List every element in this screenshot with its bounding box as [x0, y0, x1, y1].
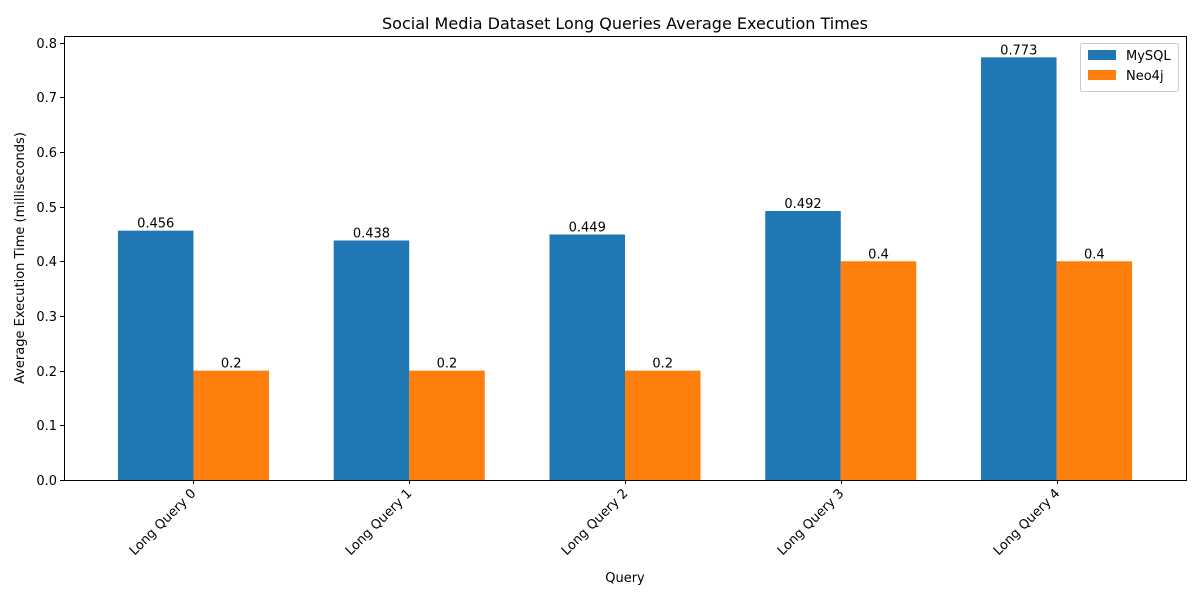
y-tick-label: 0.5: [36, 201, 57, 216]
y-tick-label: 0.3: [36, 310, 57, 325]
x-axis-label: Query: [605, 571, 645, 586]
bar-neo4j: [1056, 261, 1133, 480]
bar-mysql: [117, 230, 194, 480]
bar-value-label: 0.2: [652, 357, 673, 372]
bar-neo4j: [193, 370, 269, 480]
y-tick-label: 0.6: [36, 146, 57, 161]
legend-label-neo4j: Neo4j: [1126, 69, 1164, 84]
y-tick-label: 0.7: [36, 91, 57, 106]
legend-swatch-neo4j: [1088, 70, 1116, 80]
chart-title: Social Media Dataset Long Queries Averag…: [382, 14, 868, 33]
bar-value-label: 0.4: [868, 247, 889, 262]
bar-mysql: [981, 57, 1057, 480]
legend-swatch-mysql: [1088, 50, 1116, 60]
bar-neo4j: [625, 370, 701, 480]
y-tick-label: 0.1: [36, 419, 57, 434]
bar-mysql: [333, 240, 410, 480]
legend: MySQL Neo4j: [1080, 43, 1179, 92]
bar-value-label: 0.2: [437, 357, 458, 372]
legend-label-mysql: MySQL: [1126, 49, 1171, 64]
bar-value-label: 0.449: [569, 220, 606, 235]
bar-value-label: 0.492: [784, 197, 821, 212]
y-axis-label: Average Execution Time (milliseconds): [13, 132, 28, 384]
bar-neo4j: [840, 261, 917, 480]
y-tick-label: 0.4: [36, 255, 57, 270]
plot-frame: [64, 36, 1187, 481]
y-tick-label: 0.0: [36, 474, 57, 489]
bar-value-label: 0.438: [353, 227, 390, 242]
y-tick-label: 0.2: [36, 365, 57, 380]
bar-value-label: 0.4: [1084, 247, 1105, 262]
bar-value-label: 0.456: [137, 217, 174, 232]
bar-value-label: 0.773: [1000, 43, 1037, 58]
bar-mysql: [549, 234, 625, 480]
y-tick-label: 0.8: [36, 37, 57, 52]
bar-neo4j: [409, 370, 485, 480]
bar-mysql: [765, 210, 841, 480]
bar-value-label: 0.2: [221, 357, 242, 372]
